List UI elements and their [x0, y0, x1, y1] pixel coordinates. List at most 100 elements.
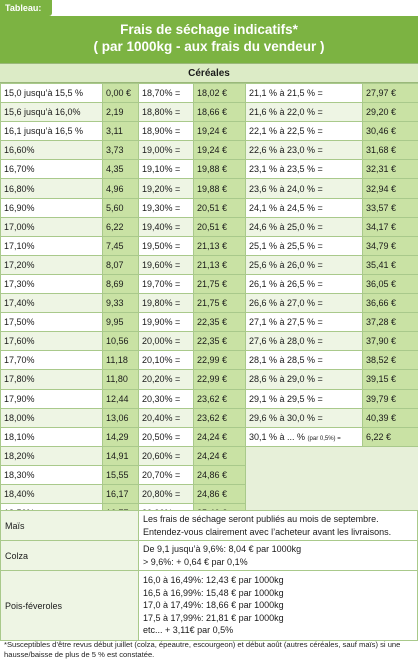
crop-label-pois: Pois-féveroles: [0, 570, 139, 641]
humidity-range-cell: 26,6 % à 27,0 % =: [245, 293, 363, 314]
rate-value-cell: 4,96: [102, 178, 139, 199]
humidity-range-cell: 23,6 % à 24,0 % =: [245, 178, 363, 199]
rate-value-cell: 30,46 €: [362, 121, 418, 142]
humidity-range-cell: 16,90%: [0, 197, 103, 218]
rate-value-cell: 24,86 €: [193, 483, 246, 505]
table-row: 18,20% 14,91 20,60% = 24,24 €: [0, 445, 418, 466]
range-text: 26,1 % à 26,5 % =: [249, 278, 323, 289]
humidity-range-cell: 20,60% =: [138, 445, 194, 466]
rate-value-cell: 23,62 €: [193, 407, 246, 428]
rate-value-cell: 39,15 €: [362, 369, 418, 390]
table-row: 17,90% 12,44 20,30% = 23,62 €29,1 % à 29,5 …: [0, 388, 418, 409]
rate-value-cell: 23,62 €: [193, 388, 246, 409]
pois-line: etc... + 3,11€ par 0,5%: [143, 625, 234, 636]
humidity-range-cell: 30,1 % à ... % (par 0,5%) =: [245, 426, 363, 447]
humidity-range-cell: 16,80%: [0, 178, 103, 199]
rate-value-cell: 3,73: [102, 140, 139, 161]
rate-value-cell: 39,79 €: [362, 388, 418, 409]
crop-label-mais: Maïs: [0, 510, 139, 541]
humidity-range-cell: 22,1 % à 22,5 % =: [245, 121, 363, 142]
humidity-range-cell: 28,6 % à 29,0 % =: [245, 369, 363, 390]
rate-value-cell: 20,51 €: [193, 197, 246, 218]
rate-value-cell: 40,39 €: [362, 407, 418, 428]
humidity-range-cell: 19,10% =: [138, 159, 194, 180]
rate-value-cell: 21,13 €: [193, 254, 246, 275]
colza-line-2: > 9,6%: + 0,64 € par 0,1%: [143, 556, 248, 567]
range-text: 28,1 % à 28,5 % =: [249, 355, 323, 366]
pois-line: 16,5 à 16,99%: 15,48 € par 1000kg: [143, 587, 284, 598]
range-text: 21,6 % à 22,0 % =: [249, 107, 323, 118]
range-text: 21,1 % à 21,5 % =: [249, 88, 323, 99]
range-text: 29,1 % à 29,5 % =: [249, 393, 323, 404]
colza-info: De 9,1 jusqu’à 9,6%: 8,04 € par 1000kg >…: [138, 540, 418, 571]
rate-value-cell: 34,17 €: [362, 216, 418, 237]
tab-label: Tableau:: [0, 0, 52, 16]
rate-value-cell: 6,22 €: [362, 426, 418, 447]
table-row: 17,20% 8,07 19,60% = 21,13 €25,6 % à 26,0 %…: [0, 254, 418, 275]
rate-value-cell: 22,35 €: [193, 331, 246, 352]
humidity-range-cell: 17,50%: [0, 312, 103, 333]
humidity-range-cell: 20,80% =: [138, 483, 194, 505]
rate-value-cell: 32,31 €: [362, 159, 418, 180]
range-note: (par 0,5%) =: [307, 435, 341, 442]
rate-value-cell: 9,95: [102, 312, 139, 333]
humidity-range-cell: 20,40% =: [138, 407, 194, 428]
title-line-1: Frais de séchage indicatifs*: [120, 22, 298, 37]
rate-value-cell: 21,75 €: [193, 293, 246, 314]
humidity-range-cell: 20,10% =: [138, 350, 194, 371]
table-row: 16,80% 4,96 19,20% = 19,88 €23,6 % à 24,0 %…: [0, 178, 418, 199]
range-text: 27,6 % à 28,0 % =: [249, 336, 323, 347]
crop-label-colza: Colza: [0, 540, 139, 571]
table-row: 16,90% 5,60 19,30% = 20,51 €24,1 % à 24,5 %…: [0, 197, 418, 218]
rate-value-cell: 21,75 €: [193, 273, 246, 295]
rate-value-cell: 22,35 €: [193, 312, 246, 333]
rate-value-cell: 27,97 €: [362, 82, 418, 104]
title-line-2: ( par 1000kg - aux frais du vendeur ): [93, 39, 325, 54]
range-text: 24,6 % à 25,0 % =: [249, 221, 323, 232]
humidity-range-cell: 25,1 % à 25,5 % =: [245, 235, 363, 256]
humidity-range-cell: 16,70%: [0, 159, 103, 180]
humidity-range-cell: 20,30% =: [138, 388, 194, 409]
table-row: 16,60% 3,73 19,00% = 19,24 €22,6 % à 23,0 %…: [0, 140, 418, 161]
range-text: 29,6 % à 30,0 % =: [249, 412, 323, 423]
humidity-range-cell: 24,1 % à 24,5 % =: [245, 197, 363, 218]
cereal-rates-table: 15,0 jusqu’à 15,5 % 0,00 €18,70% = 18,02 €…: [0, 82, 418, 543]
table-row: 15,6 jusqu’à 16,0% 2,19 18,80% = 18,66 €21,…: [0, 102, 418, 123]
rate-value-cell: 3,11: [102, 121, 139, 142]
range-text: 22,6 % à 23,0 % =: [249, 145, 323, 156]
humidity-range-cell: 18,40%: [0, 483, 103, 505]
rate-value-cell: 38,52 €: [362, 350, 418, 371]
rate-value-cell: 5,60: [102, 197, 139, 218]
humidity-range-cell: 17,90%: [0, 388, 103, 409]
humidity-range-cell: 20,70% =: [138, 464, 194, 485]
table-row: 17,30% 8,69 19,70% = 21,75 €26,1 % à 26,5 %…: [0, 273, 418, 295]
mais-line-2: Entendez-vous clairement avec l’acheteur…: [143, 526, 392, 537]
humidity-range-cell: 19,80% =: [138, 293, 194, 314]
rate-value-cell: 36,05 €: [362, 273, 418, 295]
empty-cell: [245, 464, 363, 485]
humidity-range-cell: 17,40%: [0, 293, 103, 314]
humidity-range-cell: 19,70% =: [138, 273, 194, 295]
humidity-range-cell: 19,30% =: [138, 197, 194, 218]
rate-value-cell: 7,45: [102, 235, 139, 256]
table-row: 17,70% 11,18 20,10% = 22,99 €28,1 % à 28,5 …: [0, 350, 418, 371]
table-row: 17,00% 6,22 19,40% = 20,51 €24,6 % à 25,0 %…: [0, 216, 418, 237]
rate-value-cell: 11,18: [102, 350, 139, 371]
humidity-range-cell: 20,00% =: [138, 331, 194, 352]
humidity-range-cell: 16,60%: [0, 140, 103, 161]
range-text: 25,1 % à 25,5 % =: [249, 240, 323, 251]
pois-info: 16,0 à 16,49%: 12,43 € par 1000kg 16,5 à…: [138, 570, 418, 641]
humidity-range-cell: 21,1 % à 21,5 % =: [245, 82, 363, 104]
rate-value-cell: 15,55: [102, 464, 139, 485]
table-row: 17,80% 11,80 20,20% = 22,99 €28,6 % à 29,0 …: [0, 369, 418, 390]
empty-cell: [362, 445, 418, 466]
humidity-range-cell: 23,1 % à 23,5 % =: [245, 159, 363, 180]
humidity-range-cell: 27,6 % à 28,0 % =: [245, 331, 363, 352]
rate-value-cell: 24,86 €: [193, 464, 246, 485]
humidity-range-cell: 19,00% =: [138, 140, 194, 161]
other-crops-table: Maïs Les frais de séchage seront publiés…: [0, 510, 418, 641]
rate-value-cell: 20,51 €: [193, 216, 246, 237]
humidity-range-cell: 18,10%: [0, 426, 103, 447]
empty-cell: [245, 483, 363, 505]
humidity-range-cell: 17,60%: [0, 331, 103, 352]
